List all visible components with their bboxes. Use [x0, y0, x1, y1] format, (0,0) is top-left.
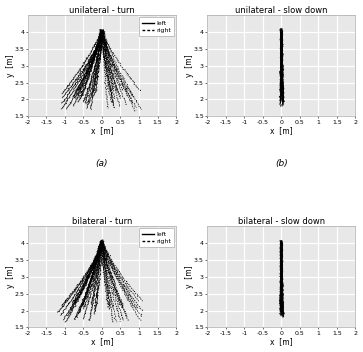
Legend: left, right: left, right [139, 17, 174, 36]
Y-axis label: y  [m]: y [m] [5, 266, 15, 288]
Title: unilateral - turn: unilateral - turn [69, 6, 135, 14]
Title: bilateral - slow down: bilateral - slow down [238, 217, 325, 226]
Y-axis label: y  [m]: y [m] [5, 55, 15, 77]
Text: (a): (a) [96, 159, 108, 168]
Legend: left, right: left, right [139, 228, 174, 247]
X-axis label: x  [m]: x [m] [91, 337, 113, 346]
Title: bilateral - turn: bilateral - turn [72, 217, 132, 226]
X-axis label: x  [m]: x [m] [91, 126, 113, 135]
Y-axis label: y  [m]: y [m] [185, 55, 194, 77]
Text: (b): (b) [275, 159, 288, 168]
Title: unilateral - slow down: unilateral - slow down [235, 6, 328, 14]
X-axis label: x  [m]: x [m] [270, 126, 293, 135]
Y-axis label: y  [m]: y [m] [185, 266, 194, 288]
X-axis label: x  [m]: x [m] [270, 337, 293, 346]
